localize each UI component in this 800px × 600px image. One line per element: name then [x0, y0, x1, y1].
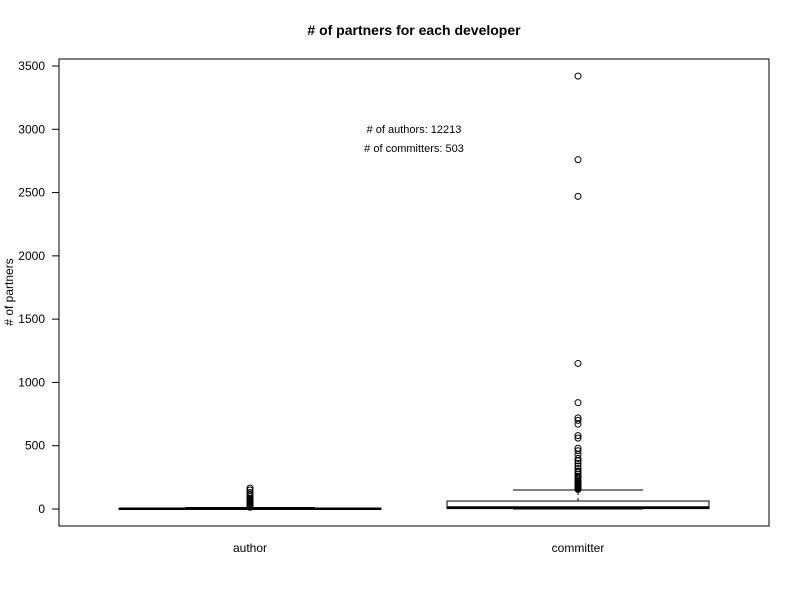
box-author — [118, 484, 382, 511]
y-tick-label: 2500 — [18, 186, 45, 200]
outlier-point — [574, 192, 582, 200]
y-tick-label: 2000 — [18, 249, 45, 263]
outlier-point — [246, 489, 254, 497]
outlier-point — [574, 462, 582, 470]
y-tick-label: 3500 — [18, 59, 45, 73]
box-committer — [446, 72, 710, 510]
outlier-point — [574, 459, 582, 467]
outlier-point — [246, 486, 254, 494]
outlier-point — [574, 416, 582, 424]
y-axis-label: # of partners — [2, 258, 16, 325]
outlier-point — [574, 434, 582, 442]
x-tick-label: committer — [552, 541, 605, 555]
y-tick-label: 3000 — [18, 122, 45, 136]
y-tick-label: 1500 — [18, 312, 45, 326]
outlier-point — [574, 444, 582, 452]
outlier-point — [574, 72, 582, 80]
annotation-authors: # of authors: 12213 — [367, 124, 462, 136]
outlier-point — [574, 472, 582, 480]
annotation-committers: # of committers: 503 — [364, 143, 464, 155]
outlier-point — [574, 359, 582, 367]
outlier-point — [574, 464, 582, 472]
outlier-point — [574, 447, 582, 455]
x-tick-label: author — [233, 541, 267, 555]
chart-title: # of partners for each developer — [307, 22, 521, 38]
x-axis: author committer — [233, 541, 604, 555]
outlier-point — [574, 156, 582, 164]
outlier-point — [246, 484, 254, 492]
outlier-point — [574, 414, 582, 422]
outlier-point — [574, 454, 582, 462]
outlier-point — [574, 399, 582, 407]
outlier-point — [574, 467, 582, 475]
outlier-point — [574, 432, 582, 440]
boxes — [118, 72, 710, 511]
y-axis: 0 500 1000 1500 2000 2500 3000 3500 — [18, 59, 60, 516]
y-tick-label: 0 — [38, 502, 45, 516]
y-tick-label: 1000 — [18, 375, 45, 389]
y-tick-label: 500 — [25, 439, 45, 453]
